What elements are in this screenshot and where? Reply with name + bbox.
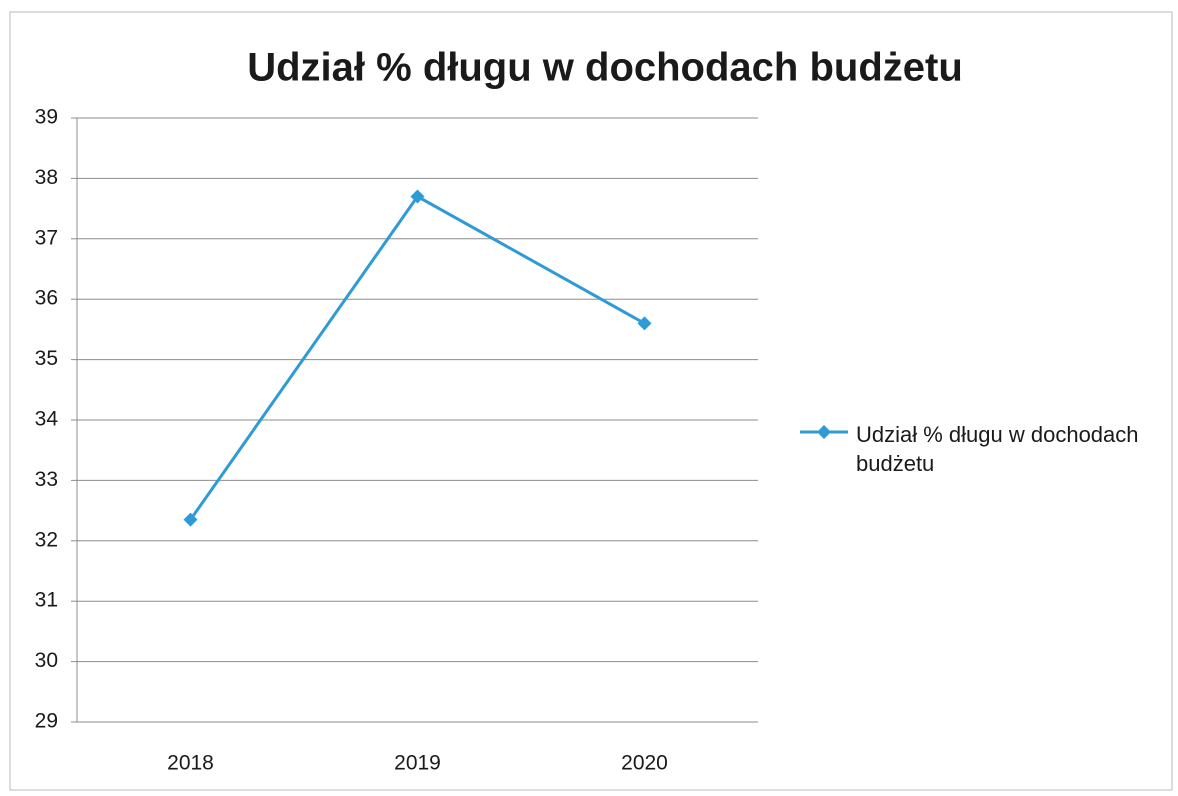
x-tick-label: 2019 xyxy=(394,752,441,775)
y-tick-label: 39 xyxy=(35,106,58,129)
y-tick-label: 34 xyxy=(35,408,59,431)
y-tick-label: 29 xyxy=(35,710,58,733)
y-tick-label: 33 xyxy=(35,468,58,491)
series-line xyxy=(189,194,646,521)
x-tick-label: 2018 xyxy=(167,752,214,775)
data-point xyxy=(637,316,652,331)
y-tick-label: 36 xyxy=(35,287,58,310)
y-tick-label: 30 xyxy=(35,649,58,672)
y-tick-label: 31 xyxy=(35,589,58,612)
chart-title: Udział % długu w dochodach budżetu xyxy=(247,46,963,90)
data-point xyxy=(183,512,198,527)
legend-marker xyxy=(817,425,831,439)
chart-frame xyxy=(9,11,1173,791)
y-tick-label: 32 xyxy=(35,528,58,551)
y-tick-label: 38 xyxy=(35,166,58,189)
data-point xyxy=(410,189,425,204)
y-tick-label: 37 xyxy=(35,226,58,249)
y-tick-label: 35 xyxy=(35,347,58,370)
legend-label: Udział % długu w dochodach budżetu xyxy=(856,422,1139,476)
x-tick-label: 2020 xyxy=(621,752,668,775)
